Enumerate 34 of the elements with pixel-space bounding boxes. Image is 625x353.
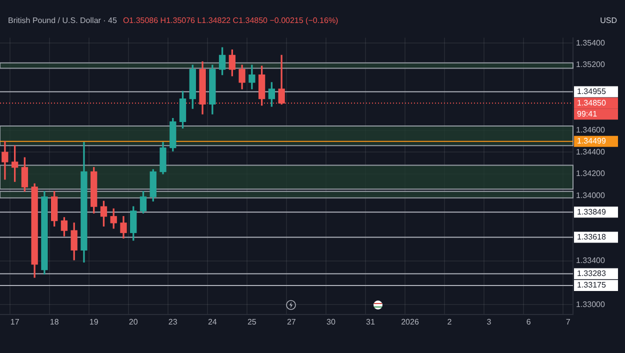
chart-title: British Pound / U.S. Dollar · 45 xyxy=(8,16,117,25)
ref-line-label: 1.33283 xyxy=(577,268,606,278)
x-tick-label: 7 xyxy=(566,317,571,326)
y-tick-label: 1.33000 xyxy=(576,300,606,309)
x-tick-label: 3 xyxy=(486,317,492,326)
x-tick-label: 25 xyxy=(247,317,257,326)
x-tick-label: 19 xyxy=(89,317,99,326)
x-tick-label: 24 xyxy=(208,317,218,326)
y-tick-label: 1.34600 xyxy=(576,126,606,135)
y-tick-label: 1.34200 xyxy=(576,169,606,178)
ref-line-label: 1.33175 xyxy=(577,280,606,290)
ref-line-label: 1.34955 xyxy=(577,86,606,96)
x-tick-label: 17 xyxy=(10,317,20,326)
ref-line-label: 1.34850 xyxy=(577,98,606,108)
text: 99:41 xyxy=(577,109,598,118)
x-tick-label: 23 xyxy=(168,317,178,326)
x-tick-label: 18 xyxy=(50,317,60,326)
x-tick-label: 2026 xyxy=(401,317,420,326)
y-axis-title: USD xyxy=(600,16,617,25)
x-tick-label: 2 xyxy=(447,317,452,326)
y-tick-label: 1.34400 xyxy=(576,147,606,156)
ref-line-label: 1.33849 xyxy=(577,207,606,216)
x-tick-label: 6 xyxy=(526,317,532,326)
ref-line-label: 1.34499 xyxy=(577,136,606,146)
y-tick-label: 1.34000 xyxy=(576,190,606,200)
text: O1.35086 H1.35076 L1.34822 C1.34850 −0.00215 (−0.16%) xyxy=(122,16,338,25)
y-tick-label: 1.33400 xyxy=(576,256,606,266)
x-tick-label: 31 xyxy=(366,317,376,326)
y-tick-label: 1.35400 xyxy=(576,38,606,48)
y-tick-label: 1.35200 xyxy=(576,60,606,70)
x-tick-label: 30 xyxy=(326,317,336,326)
ref-line-label: 1.33618 xyxy=(577,232,606,242)
x-tick-label: 20 xyxy=(128,317,138,326)
x-tick-label: 27 xyxy=(286,317,296,326)
